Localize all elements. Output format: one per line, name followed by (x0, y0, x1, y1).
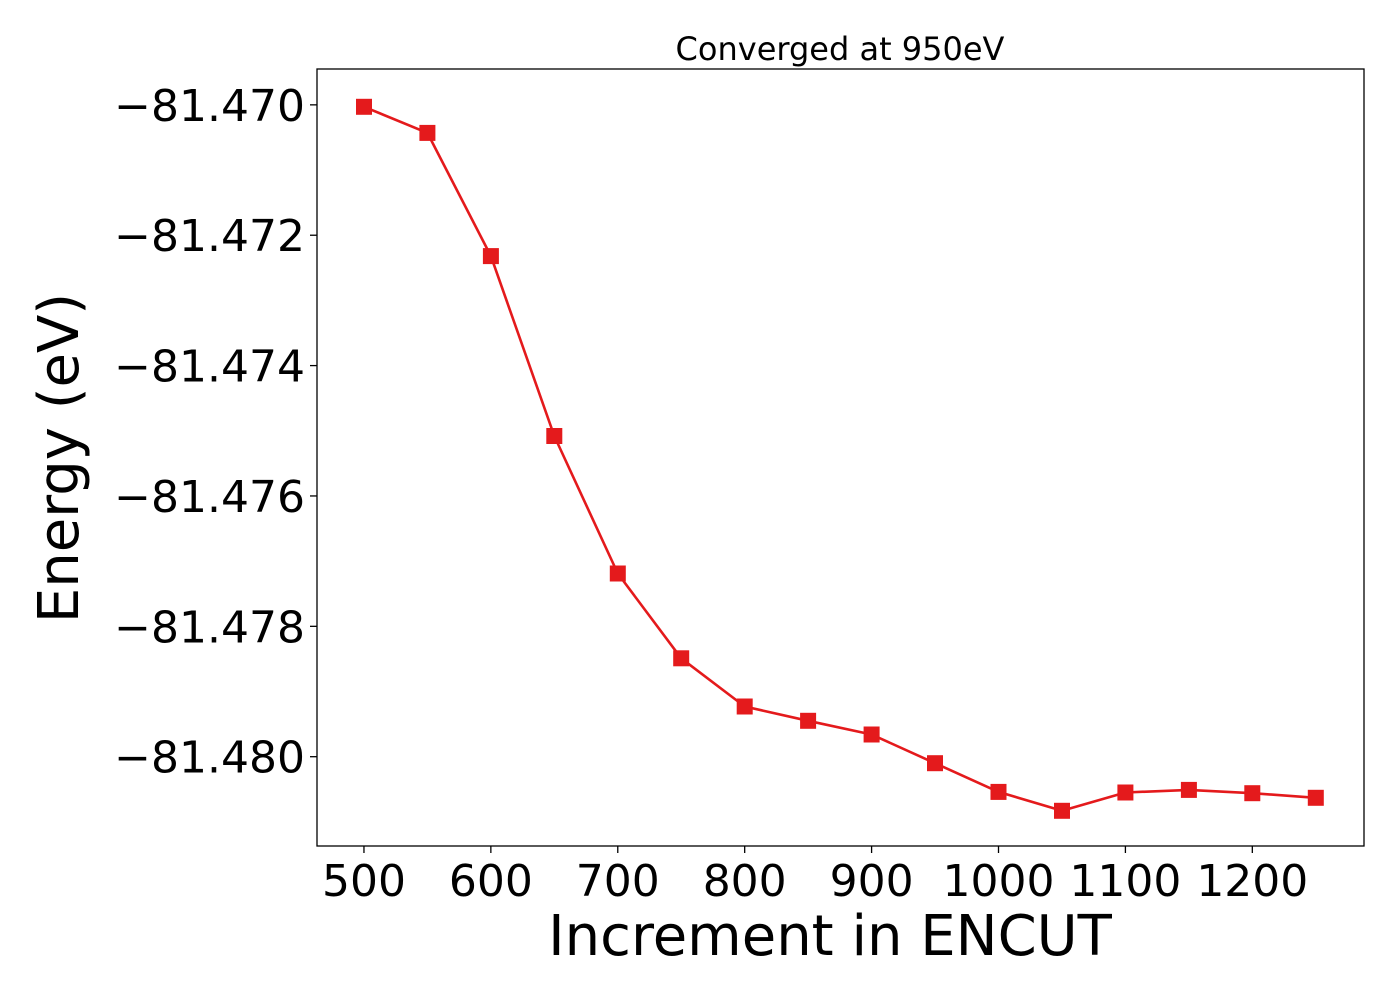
x-tick-label: 500 (322, 856, 406, 907)
data-point-marker (1307, 789, 1324, 806)
series-line (363, 105, 1316, 813)
chart-title: Converged at 950eV (676, 30, 1005, 68)
data-point-marker (990, 783, 1007, 800)
y-tick-label: −81.480 (114, 733, 305, 784)
y-tick-label: −81.478 (114, 602, 305, 653)
data-point-marker (800, 712, 817, 729)
x-tick-label: 800 (703, 856, 787, 907)
data-point-marker (1180, 781, 1197, 798)
y-tick-label: −81.474 (114, 342, 305, 393)
y-tick-label: −81.476 (114, 472, 305, 523)
y-axis-label: Energy (eV) (27, 293, 92, 623)
x-axis-label: Increment in ENCUT (548, 904, 1113, 969)
data-point-marker (609, 565, 626, 582)
y-tick-label: −81.470 (114, 81, 305, 132)
data-point-marker (356, 98, 372, 115)
x-tick-label: 1000 (943, 856, 1055, 907)
data-point-marker (1117, 784, 1134, 801)
data-point-marker (863, 726, 880, 743)
x-tick-label: 600 (449, 856, 533, 907)
x-tick-label: 1100 (1069, 856, 1181, 907)
data-point-marker (736, 698, 753, 715)
x-tick-label: 700 (576, 856, 660, 907)
data-point-marker (927, 755, 943, 772)
data-point-marker (482, 248, 499, 265)
x-tick-label: 900 (830, 856, 914, 907)
plot-frame (316, 68, 1365, 847)
data-point-marker (1054, 802, 1070, 819)
data-point-marker (1244, 785, 1261, 802)
y-axis-ticks: −81.470 −81.472 −81.474 −81.476 −81.478 −81.4… (114, 81, 317, 784)
data-point-marker (419, 124, 436, 141)
plot-area (356, 98, 1324, 819)
data-point-marker (546, 428, 563, 444)
x-tick-label: 1200 (1196, 856, 1308, 907)
data-point-marker (673, 650, 690, 667)
y-tick-label: −81.472 (114, 211, 305, 262)
x-axis-ticks: 500 600 700 800 900 1000 1100 1200 (322, 846, 1308, 907)
